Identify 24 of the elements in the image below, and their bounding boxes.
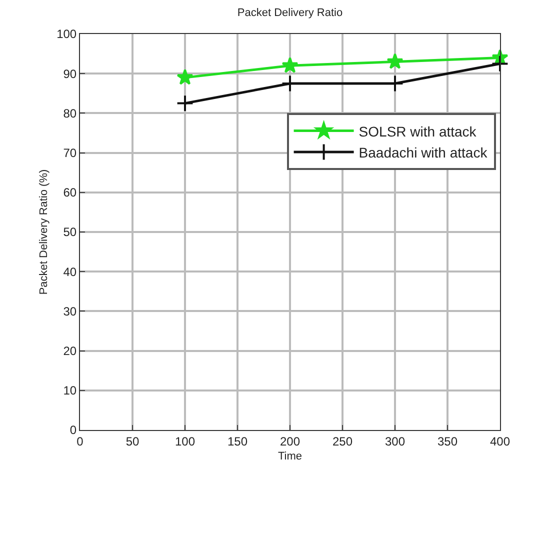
y-tick-label: 10	[63, 384, 77, 398]
y-tick-label: 20	[63, 344, 77, 358]
legend-label: Baadachi with attack	[358, 144, 488, 160]
x-tick-label: 200	[280, 434, 300, 448]
x-tick-label: 50	[126, 434, 140, 448]
y-tick-label: 30	[63, 304, 77, 318]
chart-title: Packet Delivery Ratio	[237, 6, 343, 19]
x-axis-title: Time	[278, 450, 302, 463]
y-tick-label: 80	[63, 106, 77, 120]
x-tick-label: 150	[227, 434, 248, 448]
legend-label: SOLSR with attack	[358, 123, 478, 140]
y-tick-label: 50	[63, 225, 77, 240]
x-tick-label: 250	[332, 434, 353, 448]
y-axis-title: Packet Delivery Ratio (%)	[38, 169, 50, 295]
y-tick-label: 90	[63, 66, 77, 81]
x-tick-label: 400	[490, 434, 510, 448]
x-tick-label: 350	[437, 434, 458, 448]
y-tick-label: 60	[63, 186, 77, 200]
x-tick-label: 300	[384, 434, 406, 448]
y-tick-label: 70	[63, 146, 77, 160]
x-tick-label: 100	[174, 434, 196, 448]
y-tick-label: 40	[63, 264, 77, 279]
y-tick-label: 100	[56, 27, 77, 42]
y-tick-label: 0	[70, 423, 77, 438]
